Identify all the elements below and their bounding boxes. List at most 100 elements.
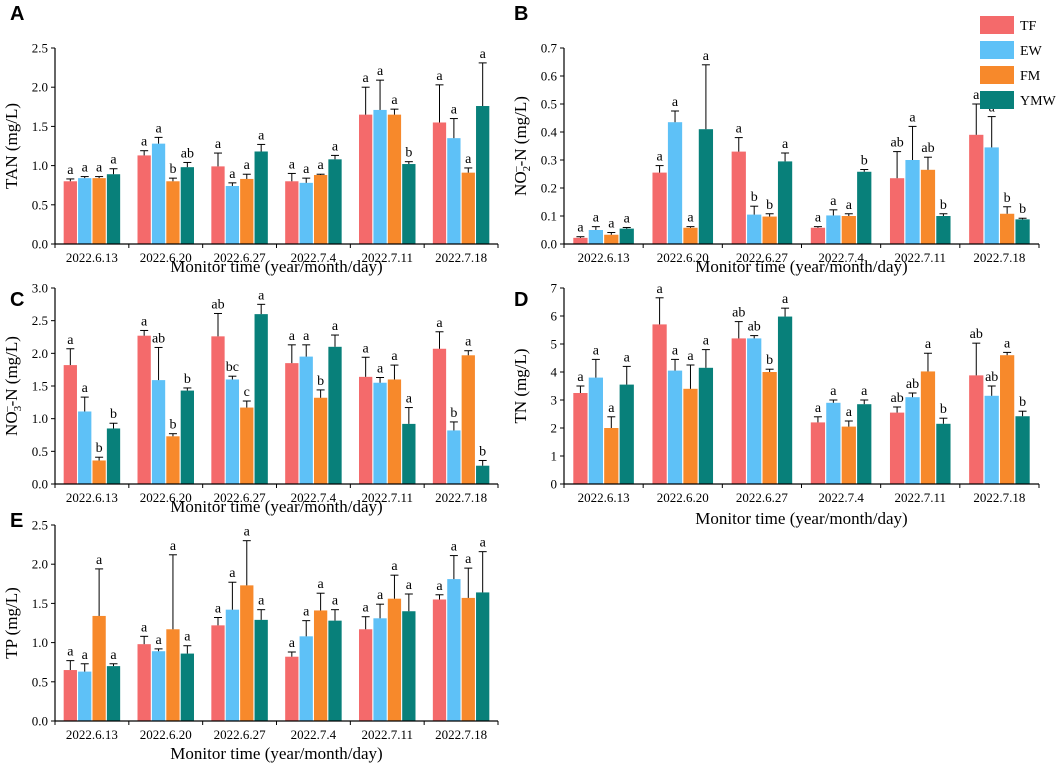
significance-label: b <box>169 162 176 177</box>
y-tick-label: 2.5 <box>32 518 48 533</box>
x-tick-label: 2022.6.27 <box>214 490 267 505</box>
significance-label: a <box>363 71 370 86</box>
y-tick-label: 1.5 <box>32 596 48 611</box>
bar-tf <box>731 151 746 244</box>
bar-tf <box>810 422 826 484</box>
x-axis-title: Monitor time (year/month/day) <box>170 257 382 276</box>
bar-tf <box>137 335 151 484</box>
bar-fm <box>92 178 106 244</box>
significance-label: b <box>405 146 412 161</box>
bar-tf <box>573 393 588 484</box>
bar-tf <box>63 670 77 721</box>
bar-fm <box>841 216 856 244</box>
y-tick-label: 0.5 <box>32 197 48 212</box>
bar-ew <box>588 230 603 244</box>
bar-ew <box>225 379 240 484</box>
significance-label: a <box>406 392 413 407</box>
y-tick-label: 6 <box>551 309 558 324</box>
bar-ymw <box>936 423 951 484</box>
y-tick-label: 0.4 <box>541 125 558 140</box>
bar-tf <box>285 656 299 721</box>
bar-tf <box>211 625 225 721</box>
significance-label: a <box>846 198 853 213</box>
significance-label: a <box>184 630 191 645</box>
y-tick-label: 2 <box>551 421 558 436</box>
x-tick-label: 2022.7.11 <box>894 490 946 505</box>
x-axis-title: Monitor time (year/month/day) <box>695 257 907 276</box>
significance-label: b <box>479 444 486 459</box>
bar-ew <box>299 182 313 244</box>
bar-ew <box>667 122 683 244</box>
significance-label: a <box>391 349 398 364</box>
legend-label: EW <box>1020 44 1043 59</box>
bar-ymw <box>402 611 416 721</box>
significance-label: a <box>656 282 663 297</box>
x-tick-label: 2022.6.20 <box>140 250 192 265</box>
bar-fm <box>461 355 475 484</box>
bar-fm <box>1000 355 1015 484</box>
bar-fm <box>762 372 777 484</box>
significance-label: a <box>815 401 822 416</box>
x-tick-label: 2022.6.20 <box>657 490 709 505</box>
bar-ymw <box>476 106 490 245</box>
bar-ymw <box>328 620 342 721</box>
bar-ymw <box>777 316 793 484</box>
significance-label: a <box>67 163 74 178</box>
significance-label: a <box>82 381 89 396</box>
x-tick-label: 2022.7.18 <box>973 490 1025 505</box>
bar-ew <box>667 370 683 484</box>
bar-ew <box>151 143 166 244</box>
significance-label: b <box>1019 202 1026 217</box>
x-tick-label: 2022.6.13 <box>66 727 118 742</box>
y-tick-label: 2.0 <box>32 557 48 572</box>
significance-label: a <box>736 122 743 137</box>
legend: TF EW FM YMW <box>980 16 1057 109</box>
significance-label: a <box>577 221 584 236</box>
bar-tf <box>889 412 905 484</box>
significance-label: b <box>1004 191 1011 206</box>
bar-tf <box>432 599 447 721</box>
bar-tf <box>359 629 373 721</box>
significance-label: a <box>1004 336 1011 351</box>
significance-label: ab <box>906 377 919 392</box>
significance-label: a <box>815 211 822 226</box>
significance-label: a <box>624 211 631 226</box>
significance-label: a <box>244 525 251 540</box>
significance-label: a <box>377 64 384 79</box>
legend-label: YMW <box>1020 94 1057 109</box>
x-tick-label: 2022.7.4 <box>818 490 864 505</box>
y-tick-label: 1.0 <box>32 635 48 650</box>
significance-label: b <box>184 372 191 387</box>
bar-ew <box>447 579 461 721</box>
significance-label: b <box>110 407 117 422</box>
bar-ew <box>905 160 920 244</box>
y-tick-label: 4 <box>551 365 558 380</box>
significance-label: b <box>751 190 758 205</box>
bar-ew <box>447 430 461 484</box>
legend-swatch-ymw <box>980 91 1014 109</box>
bar-tf <box>731 338 746 484</box>
x-axis-title: Monitor time (year/month/day) <box>170 744 382 763</box>
significance-label: a <box>141 135 148 150</box>
significance-label: b <box>1019 395 1026 410</box>
y-tick-label: 0.1 <box>541 209 557 224</box>
bar-ew <box>373 618 387 721</box>
legend-swatch-fm <box>980 66 1014 84</box>
bar-tf <box>285 181 299 244</box>
significance-label: a <box>82 161 89 176</box>
bar-ymw <box>1015 219 1030 244</box>
bar-fm <box>240 178 254 244</box>
panel-letter: D <box>514 289 528 311</box>
legend-label: TF <box>1020 19 1037 34</box>
y-tick-label: 2.0 <box>32 80 48 95</box>
significance-label: a <box>289 636 296 651</box>
bar-ew <box>588 377 603 484</box>
y-axis-title: TP (mg/L) <box>2 587 21 659</box>
significance-label: a <box>451 540 458 555</box>
bar-tf <box>211 336 225 484</box>
x-tick-label: 2022.6.27 <box>736 250 789 265</box>
bar-ew <box>984 147 999 244</box>
y-tick-label: 3 <box>551 393 558 408</box>
significance-label: a <box>593 211 600 226</box>
